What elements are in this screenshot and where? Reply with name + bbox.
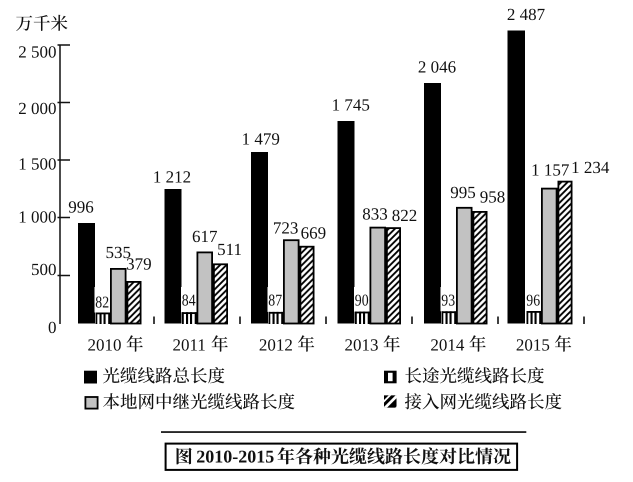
- svg-text:1 157: 1 157: [531, 160, 570, 179]
- svg-text:511: 511: [217, 240, 242, 259]
- svg-text:2015: 2015: [516, 336, 550, 355]
- svg-text:2013: 2013: [345, 336, 379, 355]
- svg-text:2 487: 2 487: [507, 5, 546, 24]
- svg-text:93: 93: [441, 291, 455, 310]
- svg-text:2010: 2010: [88, 336, 122, 355]
- svg-text:87: 87: [268, 291, 282, 310]
- svg-text:1 500: 1 500: [18, 154, 56, 173]
- svg-text:2 500: 2 500: [18, 42, 56, 61]
- svg-text:500: 500: [31, 260, 57, 279]
- svg-text:2014: 2014: [430, 336, 465, 355]
- svg-text:96: 96: [526, 291, 540, 310]
- svg-text:84: 84: [182, 291, 196, 310]
- svg-text:1 479: 1 479: [242, 129, 280, 148]
- svg-text:2012: 2012: [259, 336, 293, 355]
- svg-text:379: 379: [126, 255, 152, 274]
- svg-text:82: 82: [95, 293, 109, 312]
- svg-text:669: 669: [301, 223, 327, 242]
- svg-text:617: 617: [192, 227, 218, 246]
- svg-text:995: 995: [450, 183, 476, 202]
- svg-text:1 745: 1 745: [332, 95, 370, 114]
- svg-text:1 212: 1 212: [153, 168, 191, 187]
- svg-text:2011: 2011: [173, 336, 206, 355]
- svg-text:723: 723: [273, 218, 299, 237]
- svg-text:1 234: 1 234: [571, 158, 610, 177]
- svg-text:90: 90: [355, 291, 369, 310]
- svg-text:2 046: 2 046: [418, 58, 456, 77]
- svg-text:822: 822: [392, 206, 418, 225]
- svg-text:2 000: 2 000: [18, 99, 56, 118]
- svg-text:2010-2015: 2010-2015: [196, 447, 274, 467]
- svg-text:535: 535: [105, 243, 131, 262]
- svg-text:0: 0: [48, 318, 57, 337]
- svg-text:1 000: 1 000: [18, 207, 56, 226]
- svg-text:958: 958: [480, 187, 506, 206]
- svg-text:833: 833: [362, 205, 388, 224]
- svg-text:996: 996: [68, 197, 94, 216]
